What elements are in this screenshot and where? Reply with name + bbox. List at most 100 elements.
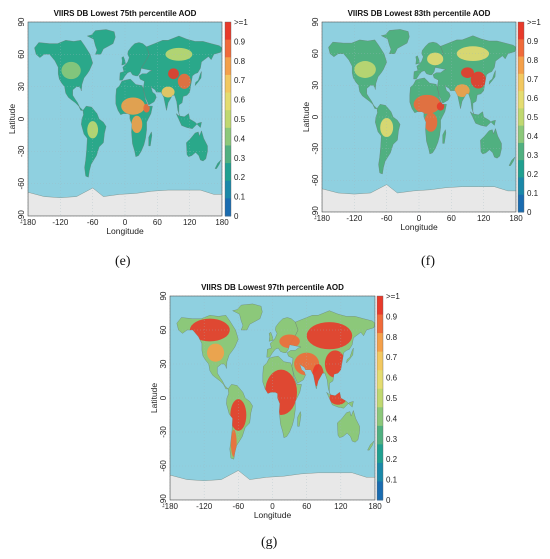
- colorbar-tick-label: 0.5: [386, 394, 398, 403]
- y-tick-label: -30: [311, 142, 320, 154]
- x-tick-label: 60: [302, 502, 311, 511]
- aod-hotspot: [306, 322, 353, 350]
- colorbar-segment: [518, 56, 524, 75]
- landmass-newzealand: [214, 159, 222, 169]
- landmass-madagascar: [442, 129, 447, 144]
- landmass-south-america: [81, 105, 107, 178]
- landmass-antarctica: [322, 184, 516, 212]
- y-tick-label: 0: [311, 114, 320, 119]
- colorbar-segment: [518, 160, 524, 178]
- colorbar-segment: [518, 194, 524, 213]
- colorbar-segment: [377, 425, 383, 445]
- colorbar-tick-label: >=1: [234, 18, 248, 27]
- y-tick-label: 90: [159, 291, 168, 300]
- colorbar-tick-label: 0.6: [527, 94, 539, 103]
- x-tick-label: 60: [153, 218, 162, 227]
- aod-hotspot: [454, 84, 470, 97]
- landmass-uk: [268, 332, 274, 342]
- aod-hotspot: [354, 61, 376, 78]
- x-tick-label: -60: [381, 214, 393, 223]
- colorbar-tick-label: 0.8: [234, 57, 246, 66]
- aod-hotspot: [177, 73, 191, 89]
- colorbar-segment: [518, 39, 524, 58]
- landmass-indonesia: [470, 111, 496, 127]
- y-tick-label: 60: [17, 49, 26, 58]
- x-axis-label: Longitude: [106, 226, 144, 236]
- map-panel-e: VIIRS DB Lowest 75th percentile AOD -180-…: [0, 0, 272, 250]
- x-tick-label: -180: [314, 214, 331, 223]
- y-tick-label: -90: [311, 206, 320, 218]
- landmass-greenland: [380, 29, 410, 54]
- landmass-greenland: [86, 29, 116, 55]
- x-tick-label: -60: [233, 502, 245, 511]
- landmass-madagascar: [148, 131, 153, 147]
- colorbar-tick-label: 0.6: [234, 96, 246, 105]
- map-title: VIIRS DB Lowest 97th percentile AOD: [201, 283, 344, 292]
- colorbar-tick-label: 0.3: [527, 151, 539, 160]
- colorbar-tick-label: 0.4: [386, 414, 398, 423]
- colorbar-tick-label: 0.5: [527, 113, 539, 122]
- y-tick-label: 30: [17, 82, 26, 91]
- colorbar-tick-label: 0.9: [527, 37, 539, 46]
- y-tick-label: -30: [159, 426, 168, 438]
- x-tick-label: 120: [477, 214, 491, 223]
- aod-hotspot: [161, 86, 175, 98]
- colorbar-segment: [377, 333, 383, 353]
- aod-hotspot: [470, 71, 486, 89]
- y-tick-label: -60: [311, 174, 320, 186]
- colorbar-tick-label: 0.9: [234, 37, 246, 46]
- landmass-japan: [488, 70, 496, 85]
- colorbar-tick-label: 0: [386, 496, 391, 505]
- x-tick-label: 180: [215, 218, 229, 227]
- aod-hotspot: [230, 399, 247, 431]
- x-tick-label: -120: [52, 218, 69, 227]
- map-title: VIIRS DB Lowest 83th percentile AOD: [348, 9, 491, 18]
- y-tick-label: 90: [17, 17, 26, 26]
- colorbar-tick-label: 0.4: [527, 132, 539, 141]
- x-tick-label: 120: [334, 502, 348, 511]
- colorbar-tick-label: 0.8: [527, 56, 539, 65]
- y-axis-label: Latitude: [149, 383, 159, 414]
- colorbar-segment: [225, 198, 231, 217]
- x-tick-label: -180: [162, 502, 179, 511]
- colorbar-segment: [518, 73, 524, 92]
- aod-hotspot: [413, 94, 441, 114]
- colorbar-frame: [376, 295, 384, 501]
- x-tick-label: -120: [196, 502, 213, 511]
- colorbar-tick-label: 0: [527, 208, 532, 217]
- x-tick-label: 60: [447, 214, 456, 223]
- colorbar-segment: [225, 92, 231, 111]
- colorbar-tick-label: 0.1: [527, 189, 539, 198]
- colorbar-tick-label: 0.1: [234, 193, 246, 202]
- colorbar-segment: [518, 22, 524, 40]
- colorbar-segment: [377, 388, 383, 408]
- aod-hotspot: [143, 103, 150, 113]
- colorbar-segment: [225, 163, 231, 182]
- landmass-australia: [480, 128, 502, 159]
- aod-hotspot: [168, 68, 179, 80]
- map-figure-f: VIIRS DB Lowest 83th percentile AOD-180-…: [301, 9, 541, 232]
- colorbar-segment: [225, 127, 231, 146]
- map-frame: [321, 21, 517, 213]
- panel-letter-f: (f): [421, 254, 435, 269]
- landmass-greenland: [232, 303, 263, 331]
- colorbar-tick-label: 0.7: [527, 75, 539, 84]
- landmass-japan: [194, 71, 202, 87]
- map-figure-e: VIIRS DB Lowest 75th percentile AOD-180-…: [7, 9, 248, 236]
- aod-hotspot: [436, 102, 445, 111]
- colorbar-segment: [518, 177, 524, 196]
- x-tick-label: 180: [368, 502, 382, 511]
- map-figure-g: VIIRS DB Lowest 97th percentile AOD -180 -…: [149, 283, 400, 520]
- colorbar-tick-label: 0.7: [234, 76, 246, 85]
- colorbar-segment: [377, 407, 383, 427]
- y-axis-label: Latitude: [7, 104, 17, 135]
- landmass-south-america: [375, 104, 401, 175]
- y-tick-label: -60: [159, 460, 168, 472]
- aod-hotspot: [230, 429, 237, 457]
- colorbar-tick-label: 0.8: [386, 333, 398, 342]
- landmass-indonesia: [176, 113, 202, 129]
- y-axis-label: Latitude: [301, 102, 311, 133]
- aod-hotspot: [131, 115, 143, 134]
- colorbar-frame: [517, 21, 525, 213]
- aod-hotspot: [87, 121, 99, 139]
